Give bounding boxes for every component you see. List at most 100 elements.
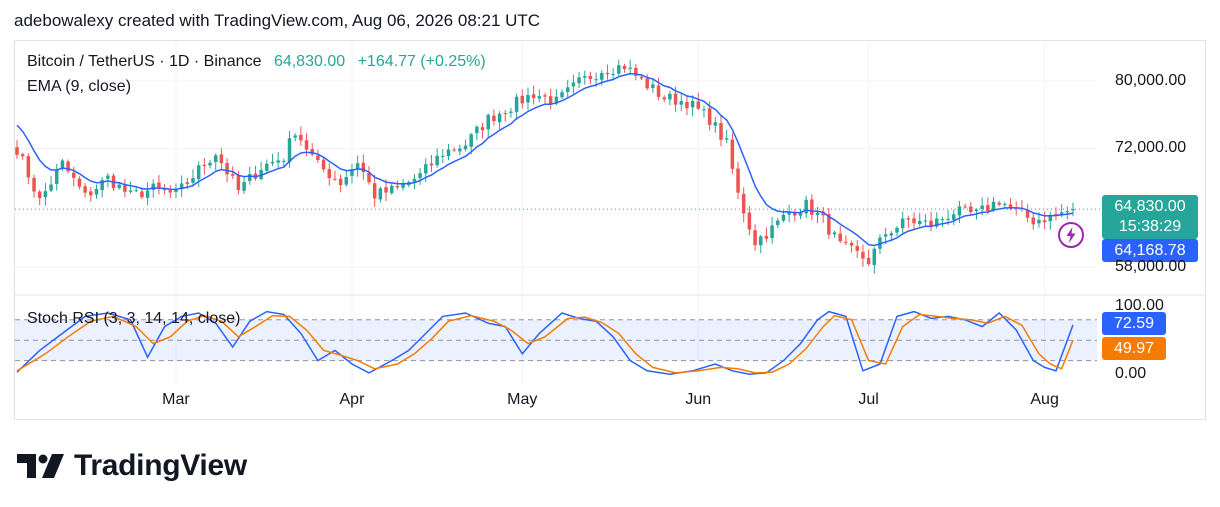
candle-up <box>560 92 564 98</box>
candle-down <box>89 191 93 196</box>
candle-down <box>480 127 485 131</box>
candle-down <box>372 183 377 199</box>
candle-down <box>548 96 553 105</box>
candle-up <box>565 87 570 93</box>
last-price-legend: 64,830.00 <box>273 53 346 70</box>
brand-name: TradingView <box>74 449 247 482</box>
candle-down <box>531 94 536 99</box>
price-axis-label: 80,000.00 <box>1115 71 1187 89</box>
candle-up <box>389 185 394 194</box>
candle-down <box>20 154 25 157</box>
countdown-value: 15:38:29 <box>1118 218 1182 235</box>
candle-up <box>900 218 905 229</box>
candle-up <box>196 165 201 180</box>
candle-down <box>395 186 400 188</box>
stoch-axis-label: 100.00 <box>1115 297 1164 315</box>
candle-up <box>702 109 706 111</box>
candle-down <box>26 156 31 178</box>
candle-down <box>72 172 76 178</box>
candle-up <box>509 111 513 113</box>
candle-down <box>15 147 19 155</box>
candle-up <box>100 180 104 191</box>
candle-up <box>690 100 695 108</box>
stoch-k-tag: 72.59 <box>1102 312 1166 335</box>
time-axis-label: Jun <box>685 391 712 408</box>
candle-up <box>458 148 462 152</box>
candle-up <box>594 79 598 81</box>
candle-down <box>997 202 1001 205</box>
candle-down <box>793 212 797 216</box>
candle-up <box>242 181 246 191</box>
candle-down <box>333 178 337 180</box>
tradingview-brand[interactable]: TradingView <box>17 449 247 483</box>
candle-down <box>906 218 911 220</box>
candle-up <box>497 113 502 123</box>
candle-up <box>145 190 150 198</box>
candle-up <box>54 169 59 184</box>
candle-up <box>974 209 979 212</box>
candle-down <box>429 163 434 166</box>
candle-up <box>1065 210 1070 213</box>
candle-down <box>634 67 638 76</box>
candle-up <box>679 101 684 105</box>
chart-frame[interactable]: Bitcoin / TetherUS · 1D · Binance 64,830… <box>14 40 1206 420</box>
symbol-legend[interactable]: Bitcoin / TetherUS · 1D · Binance 64,830… <box>27 53 486 71</box>
candle-down <box>929 220 933 227</box>
candle-down <box>685 102 689 109</box>
candle-up <box>276 160 280 163</box>
candle-up <box>991 201 996 211</box>
candle-down <box>304 140 309 150</box>
candle-up <box>424 164 428 174</box>
candle-down <box>367 172 371 183</box>
candle-up <box>134 190 138 192</box>
time-axis-label: Mar <box>162 391 190 408</box>
candle-up <box>1071 209 1075 211</box>
candle-down <box>1031 217 1036 225</box>
price-change-legend: +164.77 (+0.25%) <box>357 53 486 70</box>
ema-line <box>16 72 1074 247</box>
stoch-rsi-legend[interactable]: Stoch RSI (3, 3, 14, 14, close) <box>27 310 241 327</box>
lightning-icon[interactable] <box>1058 222 1084 248</box>
candle-up <box>378 188 383 200</box>
candle-down <box>299 134 303 141</box>
candle-down <box>225 163 229 175</box>
candle-down <box>963 206 967 208</box>
candle-down <box>986 205 990 212</box>
candle-down <box>384 187 388 193</box>
candle-up <box>628 67 632 69</box>
candle-up <box>344 176 349 185</box>
price-axis-label: 58,000.00 <box>1115 257 1187 275</box>
candle-down <box>656 85 661 97</box>
candle-down <box>520 95 525 104</box>
candle-up <box>128 190 133 192</box>
candle-down <box>861 252 865 259</box>
candle-down <box>588 75 593 80</box>
candle-down <box>361 162 366 173</box>
candle-up <box>463 145 468 150</box>
ema-legend[interactable]: EMA (9, close) <box>27 78 131 96</box>
candle-up <box>441 155 445 157</box>
time-axis-label: Aug <box>1030 391 1059 408</box>
candle-up <box>1003 204 1007 206</box>
candle-up <box>571 82 576 87</box>
candle-up <box>980 205 984 210</box>
candle-up <box>758 236 763 246</box>
candle-up <box>832 232 837 235</box>
last-price-tag-value: 64,830.00 <box>1114 198 1186 215</box>
candle-down <box>1025 209 1030 218</box>
candle-down <box>77 178 82 187</box>
candle-up <box>475 126 479 134</box>
candle-up <box>724 138 729 140</box>
candle-up <box>446 149 451 157</box>
candle-up <box>1037 219 1041 224</box>
candle-down <box>810 199 814 215</box>
candle-up <box>514 96 519 113</box>
candle-down <box>707 108 712 125</box>
candle-up <box>469 134 473 147</box>
candle-up <box>60 160 65 169</box>
chart-canvas[interactable] <box>15 41 1206 420</box>
candle-up <box>151 183 156 190</box>
stoch-axis-label: 0.00 <box>1115 365 1147 383</box>
price-axis-label: 72,000.00 <box>1115 139 1187 157</box>
candle-down <box>673 93 678 105</box>
